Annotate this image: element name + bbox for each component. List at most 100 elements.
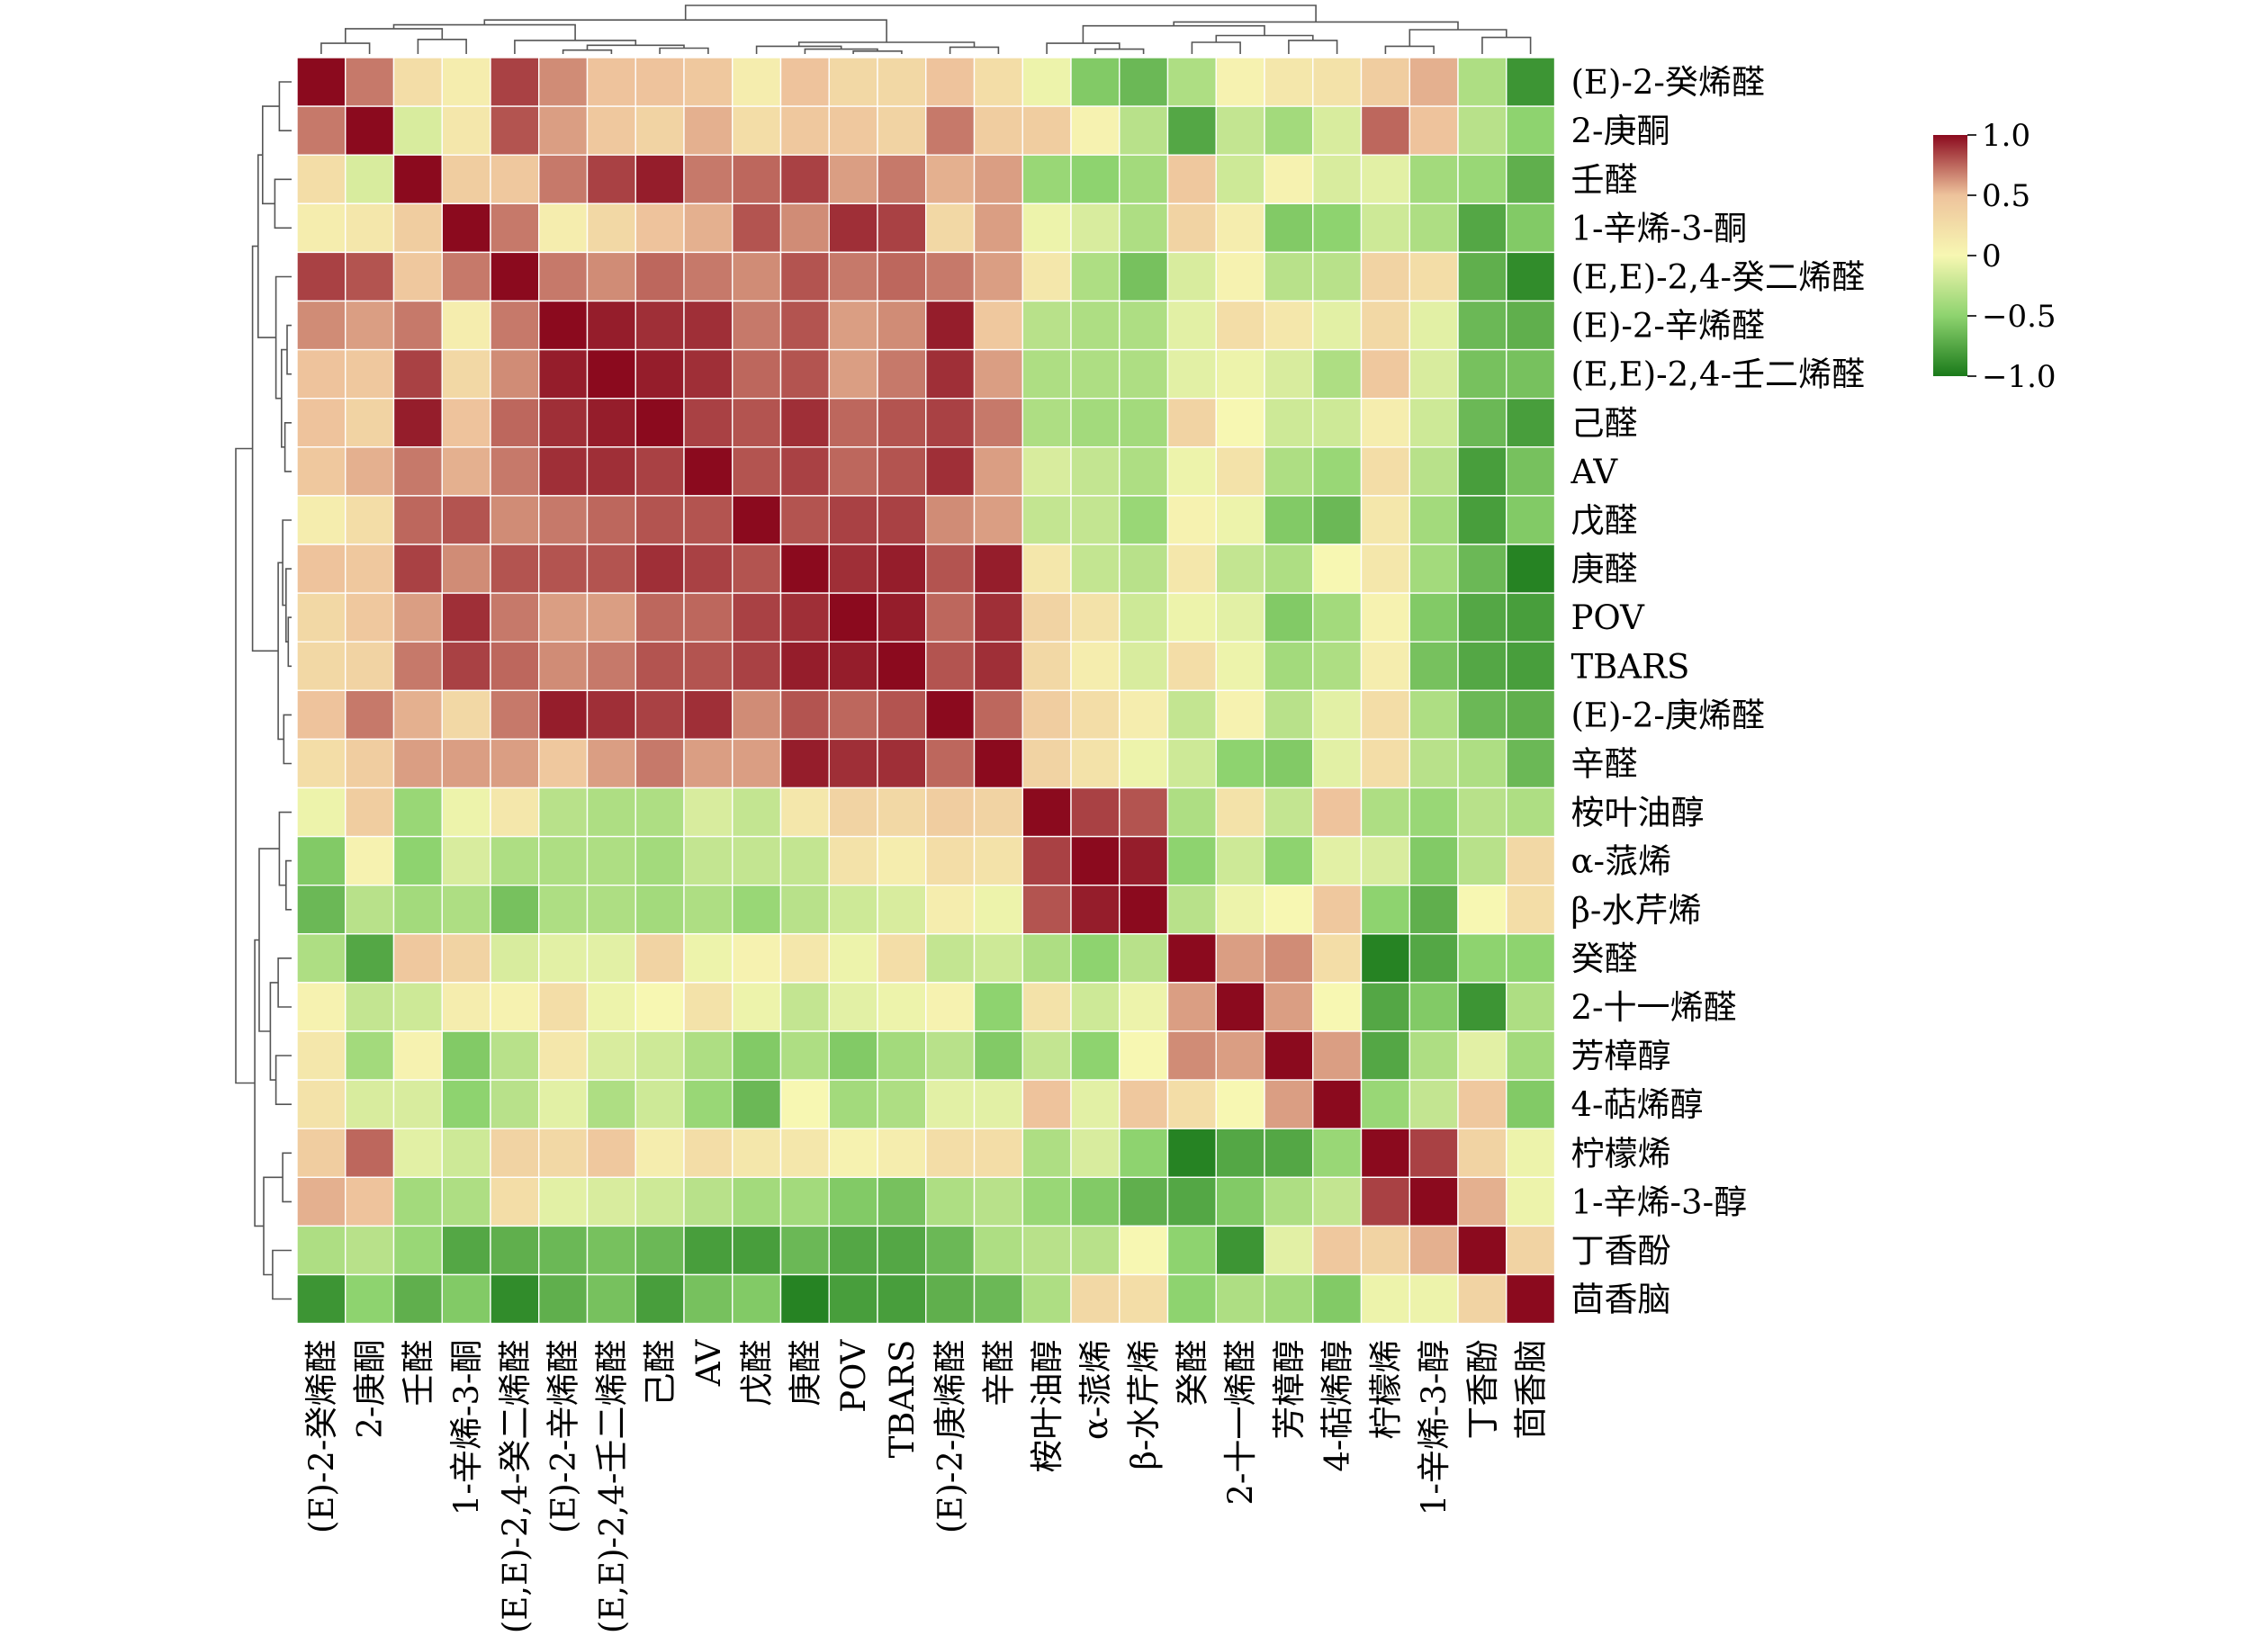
- column-label: α-蒎烯: [1076, 1340, 1115, 1441]
- heatmap-cell: [345, 885, 395, 935]
- heatmap-cell: [779, 300, 830, 351]
- heatmap-cell: [828, 105, 878, 156]
- heatmap-cell: [683, 300, 734, 351]
- column-label: 1-辛烯-3-醇: [1415, 1340, 1454, 1516]
- heatmap-cell: [925, 885, 976, 935]
- heatmap-cell: [1360, 738, 1410, 789]
- heatmap-cell: [732, 933, 782, 984]
- heatmap-cell: [1360, 1176, 1410, 1227]
- dendrogram-branch: [286, 324, 292, 375]
- heatmap-cell: [683, 835, 734, 886]
- heatmap-cell: [1070, 57, 1120, 107]
- heatmap-cell: [490, 57, 540, 107]
- heatmap-cell: [441, 446, 491, 497]
- heatmap-cell: [490, 689, 540, 741]
- heatmap-cell: [345, 446, 395, 497]
- heatmap-cell: [779, 202, 830, 254]
- heatmap-cell: [634, 738, 685, 789]
- column-label: 戊醛: [738, 1340, 777, 1407]
- heatmap-cell: [1070, 251, 1120, 302]
- heatmap-cell: [1408, 592, 1459, 643]
- heatmap-cell: [1022, 544, 1072, 594]
- heatmap-cell: [392, 105, 443, 156]
- heatmap-cell: [296, 933, 346, 984]
- heatmap-cell: [1070, 1225, 1120, 1276]
- heatmap-cell: [1119, 202, 1169, 254]
- heatmap-cell: [345, 1128, 395, 1178]
- heatmap-cell: [634, 1273, 685, 1325]
- heatmap-cell: [1312, 738, 1363, 789]
- heatmap-cell: [296, 689, 346, 741]
- heatmap-cell: [296, 1225, 346, 1276]
- heatmap-cell: [1457, 885, 1508, 935]
- heatmap-cell: [1022, 300, 1072, 351]
- heatmap-cell: [538, 348, 589, 400]
- column-label: 辛醛: [979, 1340, 1018, 1407]
- heatmap-cell: [392, 154, 443, 204]
- heatmap-cell: [683, 495, 734, 545]
- heatmap-cell: [1166, 446, 1217, 497]
- heatmap-cell: [586, 1225, 636, 1276]
- heatmap-cell: [1215, 1176, 1265, 1227]
- heatmap-cell: [490, 787, 540, 838]
- heatmap-cell: [1022, 689, 1072, 741]
- heatmap-cell: [1506, 202, 1556, 254]
- dendrogram-branch: [949, 46, 1000, 54]
- heatmap-cell: [1312, 885, 1363, 935]
- dendrogram-branch: [282, 1152, 292, 1203]
- heatmap-cell: [634, 1030, 685, 1081]
- heatmap-cell: [538, 300, 589, 351]
- heatmap-cell: [683, 1079, 734, 1129]
- heatmap-cell: [1070, 105, 1120, 156]
- heatmap-cell: [634, 398, 685, 448]
- heatmap-cell: [1022, 251, 1072, 302]
- heatmap-cell: [634, 300, 685, 351]
- heatmap-cell: [1264, 446, 1314, 497]
- heatmap-cell: [1166, 592, 1217, 643]
- heatmap-cell: [1119, 446, 1169, 497]
- heatmap-cell: [732, 495, 782, 545]
- row-label: β-水芹烯: [1571, 891, 1702, 930]
- dendrogram-branch: [251, 245, 279, 652]
- heatmap-cell: [1408, 689, 1459, 741]
- heatmap-cell: [1022, 348, 1072, 400]
- heatmap-cell: [925, 641, 976, 692]
- heatmap-cell: [1119, 689, 1169, 741]
- heatmap-cell: [441, 154, 491, 204]
- heatmap-cell: [490, 348, 540, 400]
- heatmap-cell: [392, 544, 443, 594]
- heatmap-cell: [877, 641, 927, 692]
- heatmap-cell: [296, 1128, 346, 1178]
- heatmap-cell: [586, 251, 636, 302]
- heatmap-cell: [1360, 689, 1410, 741]
- heatmap-cell: [683, 1176, 734, 1227]
- heatmap-cell: [296, 738, 346, 789]
- heatmap-cell: [877, 105, 927, 156]
- row-label: 茴香脑: [1571, 1281, 1671, 1319]
- heatmap-cell: [345, 105, 395, 156]
- heatmap-cell: [732, 1273, 782, 1325]
- heatmap-cell: [1166, 1128, 1217, 1178]
- heatmap-cell: [1360, 446, 1410, 497]
- heatmap-cell: [490, 641, 540, 692]
- heatmap-cell: [634, 1176, 685, 1227]
- heatmap-cell: [1408, 495, 1459, 545]
- dendrogram-branch: [1288, 40, 1338, 54]
- heatmap-cell: [1166, 544, 1217, 594]
- heatmap-cell: [1215, 1128, 1265, 1178]
- heatmap-cell: [1360, 933, 1410, 984]
- row-label: 癸醛: [1571, 939, 1638, 978]
- heatmap-cell: [1166, 835, 1217, 886]
- heatmap-cell: [441, 105, 491, 156]
- heatmap-cell: [586, 835, 636, 886]
- heatmap-cell: [1022, 1225, 1072, 1276]
- dendrogram-branch: [287, 616, 292, 668]
- heatmap-cell: [877, 1079, 927, 1129]
- column-label: 丁香酚: [1463, 1340, 1502, 1440]
- heatmap-cell: [779, 105, 830, 156]
- heatmap-cell: [1408, 398, 1459, 448]
- heatmap-cell: [732, 592, 782, 643]
- heatmap-cell: [441, 300, 491, 351]
- column-label: 1-辛烯-3-酮: [447, 1340, 486, 1516]
- colorbar-gradient: [1933, 135, 1967, 376]
